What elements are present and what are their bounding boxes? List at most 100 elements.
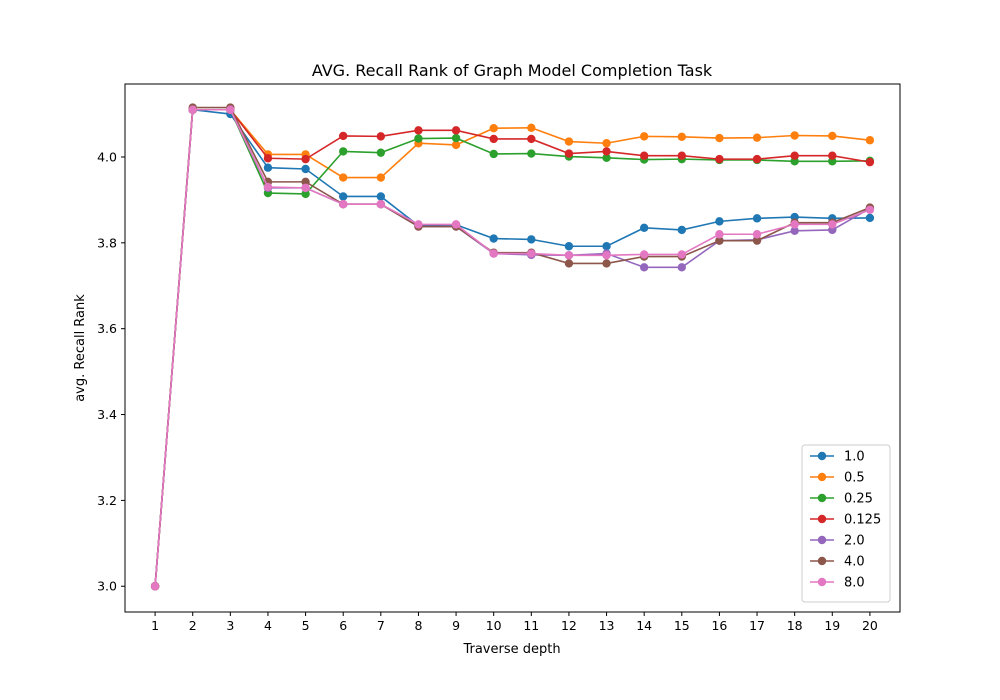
- x-tick-label: 5: [302, 618, 310, 633]
- x-tick-label: 13: [599, 618, 615, 633]
- data-point: [527, 235, 536, 244]
- x-tick-label: 3: [226, 618, 234, 633]
- x-tick-label: 14: [636, 618, 652, 633]
- data-point: [677, 263, 686, 272]
- data-point: [677, 151, 686, 160]
- series-8-0: [150, 105, 875, 591]
- data-point: [301, 183, 310, 193]
- data-point: [639, 250, 649, 259]
- data-point: [715, 217, 724, 226]
- x-tick-label: 20: [862, 618, 878, 633]
- x-tick-label: 8: [414, 618, 422, 633]
- y-tick-label: 3.8: [97, 235, 117, 250]
- x-tick-label: 7: [377, 618, 385, 633]
- data-point: [527, 249, 536, 258]
- legend-label: 2.0: [844, 534, 865, 549]
- series-0-125: [150, 105, 875, 591]
- data-point: [339, 131, 348, 141]
- data-point: [828, 131, 837, 141]
- data-point: [602, 259, 611, 268]
- data-point: [339, 147, 348, 156]
- data-point: [527, 134, 536, 144]
- data-point: [564, 149, 574, 158]
- data-point: [752, 214, 762, 223]
- legend-item: 0.5: [810, 471, 865, 486]
- data-point: [527, 149, 536, 158]
- series-0-5: [150, 105, 875, 591]
- data-point: [376, 200, 386, 209]
- x-tick-label: 4: [264, 618, 272, 633]
- data-point: [752, 133, 762, 142]
- data-point: [339, 192, 348, 201]
- data-point: [489, 234, 498, 243]
- legend-label: 4.0: [844, 555, 865, 570]
- data-point: [677, 225, 686, 235]
- plot-area-frame: [124, 83, 901, 613]
- y-axis: 3.0 3.2 3.4 3.6 3.8 4.0: [97, 149, 125, 594]
- legend-label: 0.125: [844, 513, 881, 528]
- data-point: [564, 242, 574, 251]
- data-point: [715, 154, 724, 164]
- legend-label: 1.0: [844, 450, 865, 465]
- x-tick-label: 19: [824, 618, 840, 633]
- y-tick-label: 3.6: [97, 321, 117, 336]
- x-tick-label: 16: [711, 618, 727, 633]
- legend-item: 0.125: [810, 513, 881, 528]
- data-point: [639, 132, 649, 141]
- series-line: [154, 108, 871, 587]
- data-point: [414, 220, 423, 229]
- data-point: [339, 173, 348, 182]
- series-line: [154, 106, 871, 587]
- data-point: [752, 154, 762, 164]
- legend-item: 8.0: [810, 576, 865, 591]
- data-point: [489, 149, 498, 159]
- legend-marker: [817, 535, 827, 545]
- x-tick-label: 2: [189, 618, 197, 633]
- data-point: [301, 177, 310, 187]
- data-point: [715, 133, 724, 143]
- data-point: [489, 249, 498, 258]
- legend-item: 0.25: [810, 492, 873, 507]
- legend-item: 2.0: [810, 534, 865, 549]
- data-point: [414, 126, 423, 135]
- data-point: [790, 151, 799, 160]
- data-point: [790, 226, 799, 236]
- data-point: [414, 134, 423, 143]
- legend-label: 0.25: [844, 492, 873, 507]
- data-point: [263, 182, 273, 192]
- y-tick-label: 3.0: [97, 579, 117, 594]
- data-point: [677, 132, 686, 141]
- data-point: [564, 251, 574, 260]
- data-point: [376, 192, 386, 201]
- data-point: [602, 251, 611, 260]
- data-point: [489, 134, 498, 144]
- legend-marker: [817, 577, 827, 587]
- x-tick-label: 1: [151, 618, 159, 633]
- data-point: [263, 163, 273, 172]
- x-tick-label: 12: [561, 618, 577, 633]
- data-point: [339, 200, 348, 209]
- data-point: [715, 230, 724, 239]
- y-tick-label: 3.4: [97, 407, 117, 422]
- data-point: [639, 151, 649, 160]
- series-line: [154, 108, 870, 587]
- x-axis: 1 2 3 4 5 6 7 8 9 10 11 12 13 14 15 16 17 18 19 20: [151, 612, 878, 633]
- data-point: [639, 263, 649, 272]
- data-point: [865, 213, 875, 223]
- data-point: [301, 154, 310, 164]
- legend-label: 0.5: [844, 471, 865, 486]
- data-point: [226, 105, 235, 114]
- series-line: [154, 108, 870, 587]
- x-tick-label: 10: [486, 618, 502, 633]
- legend-marker: [817, 556, 827, 566]
- x-tick-label: 6: [339, 618, 347, 633]
- chart-title: AVG. Recall Rank of Graph Model Completi…: [312, 61, 713, 80]
- data-point: [752, 230, 762, 239]
- data-point: [564, 137, 574, 146]
- data-point: [451, 133, 461, 143]
- data-point: [639, 223, 649, 232]
- data-point: [752, 236, 762, 245]
- data-point: [602, 139, 611, 148]
- y-tick-label: 4.0: [97, 149, 117, 164]
